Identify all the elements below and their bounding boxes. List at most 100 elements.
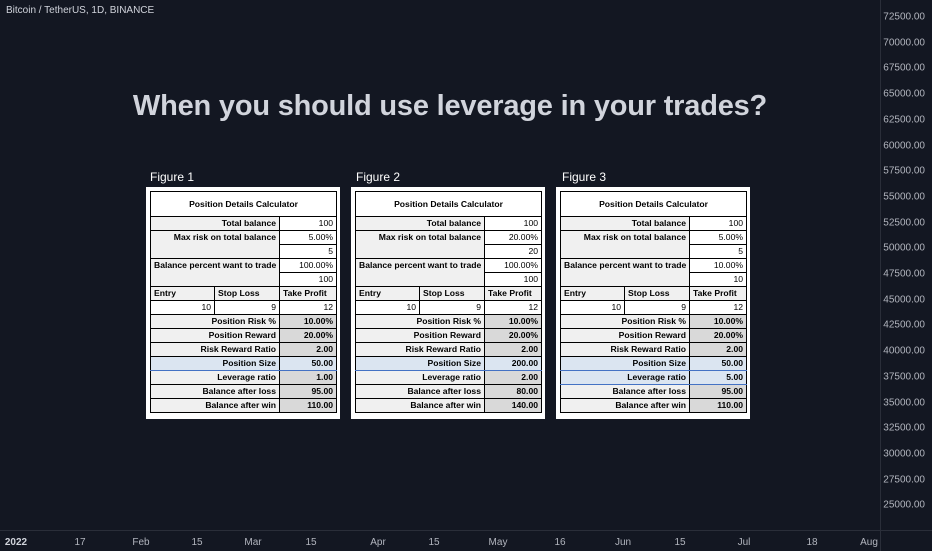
total-balance-value: 100 — [483, 216, 543, 231]
position-risk-label: Position Risk % — [150, 314, 280, 329]
max-risk-value: 20 — [483, 244, 543, 259]
balance-after-win-label: Balance after win — [560, 398, 690, 413]
time-axis-label: 15 — [674, 537, 686, 548]
entry-value: 10 — [560, 300, 625, 315]
time-axis-label: Jun — [614, 537, 632, 548]
balance-after-loss-value: 95.00 — [278, 384, 338, 399]
total-balance-label: Total balance — [560, 216, 690, 231]
price-axis-label: 47500.00 — [883, 268, 925, 280]
calculator-table: Position Details Calculator Total balanc… — [354, 191, 543, 413]
time-axis-label: 17 — [74, 537, 86, 548]
rr-ratio-value: 2.00 — [688, 342, 748, 357]
total-balance-label: Total balance — [150, 216, 280, 231]
time-axis-label: 15 — [191, 537, 203, 548]
balance-percent-value: 100.00% — [278, 258, 338, 273]
rr-ratio-label: Risk Reward Ratio — [150, 342, 280, 357]
calculator-figure-1: Position Details Calculator Total balanc… — [146, 187, 340, 419]
position-reward-value: 20.00% — [483, 328, 543, 343]
time-axis-label: Jul — [737, 537, 751, 548]
rr-ratio-label: Risk Reward Ratio — [560, 342, 690, 357]
take-profit-value: 12 — [483, 300, 543, 315]
position-risk-value: 10.00% — [483, 314, 543, 329]
symbol-title[interactable]: Bitcoin / TetherUS, 1D, BINANCE — [6, 5, 155, 16]
calculator-figure-3: Position Details Calculator Total balanc… — [556, 187, 750, 419]
balance-after-loss-label: Balance after loss — [560, 384, 690, 399]
total-balance-value: 100 — [688, 216, 748, 231]
stop-loss-value: 9 — [419, 300, 485, 315]
position-size-value: 200.00 — [483, 356, 543, 371]
figure-caption-2: Figure 2 — [356, 170, 401, 184]
position-reward-label: Position Reward — [150, 328, 280, 343]
price-axis-label: 40000.00 — [883, 345, 925, 357]
leverage-ratio-value: 1.00 — [278, 370, 338, 385]
time-axis-label: Mar — [244, 537, 262, 548]
entry-header: Entry — [560, 286, 625, 301]
entry-value: 10 — [150, 300, 215, 315]
position-risk-value: 10.00% — [278, 314, 338, 329]
position-reward-value: 20.00% — [278, 328, 338, 343]
stop-loss-value: 9 — [214, 300, 280, 315]
time-axis[interactable]: 2022 17 Feb 15 Mar 15 Apr 15 May 16 Jun 15 Jul 18 Aug — [0, 530, 880, 551]
take-profit-header: Take Profit — [483, 286, 543, 301]
balance-after-win-label: Balance after win — [150, 398, 280, 413]
balance-percent-amount: 10 — [688, 272, 748, 287]
price-axis-label: 35000.00 — [883, 397, 925, 408]
price-axis-label: 62500.00 — [883, 114, 925, 126]
price-axis[interactable]: 72500.00 70000.00 67500.00 65000.00 62500.00… — [880, 0, 932, 530]
total-balance-label: Total balance — [355, 216, 485, 231]
position-size-value: 50.00 — [278, 356, 338, 371]
price-axis-label: 55000.00 — [883, 191, 925, 203]
leverage-ratio-label: Leverage ratio — [355, 370, 485, 385]
calculator-title: Position Details Calculator — [354, 191, 543, 217]
take-profit-value: 12 — [278, 300, 338, 315]
balance-percent-amount: 100 — [278, 272, 338, 287]
position-reward-value: 20.00% — [688, 328, 748, 343]
price-axis-label: 45000.00 — [883, 294, 925, 306]
balance-after-win-label: Balance after win — [355, 398, 485, 413]
position-size-value: 50.00 — [688, 356, 748, 371]
max-risk-value: 5 — [278, 244, 338, 259]
rr-ratio-label: Risk Reward Ratio — [355, 342, 485, 357]
balance-after-loss-value: 80.00 — [483, 384, 543, 399]
max-risk-percent: 5.00% — [688, 230, 748, 245]
price-axis-label: 27500.00 — [883, 474, 925, 486]
axis-corner[interactable] — [880, 530, 932, 551]
max-risk-percent: 20.00% — [483, 230, 543, 245]
leverage-ratio-value: 2.00 — [483, 370, 543, 385]
balance-percent-label: Balance percent want to trade — [150, 258, 280, 287]
position-size-label: Position Size — [355, 356, 485, 371]
price-axis-label: 32500.00 — [883, 422, 925, 434]
price-axis-label: 37500.00 — [883, 371, 925, 383]
stop-loss-value: 9 — [624, 300, 690, 315]
balance-after-win-value: 140.00 — [483, 398, 543, 413]
calculator-title: Position Details Calculator — [149, 191, 338, 217]
stop-loss-header: Stop Loss — [624, 286, 690, 301]
max-risk-label: Max risk on total balance — [150, 230, 280, 259]
price-axis-label: 60000.00 — [883, 140, 925, 151]
price-axis-label: 30000.00 — [883, 448, 925, 460]
entry-header: Entry — [355, 286, 420, 301]
time-axis-label: Aug — [860, 537, 878, 548]
rr-ratio-value: 2.00 — [483, 342, 543, 357]
price-axis-label: 65000.00 — [883, 88, 925, 100]
calculator-figure-2: Position Details Calculator Total balanc… — [351, 187, 545, 419]
entry-header: Entry — [150, 286, 215, 301]
leverage-ratio-label: Leverage ratio — [560, 370, 690, 385]
take-profit-value: 12 — [688, 300, 748, 315]
balance-after-win-value: 110.00 — [688, 398, 748, 413]
price-axis-label: 50000.00 — [883, 242, 925, 254]
entry-value: 10 — [355, 300, 420, 315]
take-profit-header: Take Profit — [278, 286, 338, 301]
price-axis-label: 57500.00 — [883, 165, 925, 177]
time-axis-label: 15 — [428, 537, 440, 548]
headline-text: When you should use leverage in your tra… — [132, 90, 768, 122]
balance-percent-label: Balance percent want to trade — [355, 258, 485, 287]
balance-percent-amount: 100 — [483, 272, 543, 287]
time-axis-label: 18 — [806, 537, 818, 548]
position-risk-label: Position Risk % — [355, 314, 485, 329]
balance-percent-label: Balance percent want to trade — [560, 258, 690, 287]
total-balance-value: 100 — [278, 216, 338, 231]
balance-after-loss-label: Balance after loss — [355, 384, 485, 399]
position-reward-label: Position Reward — [355, 328, 485, 343]
time-axis-label: Apr — [370, 537, 386, 548]
